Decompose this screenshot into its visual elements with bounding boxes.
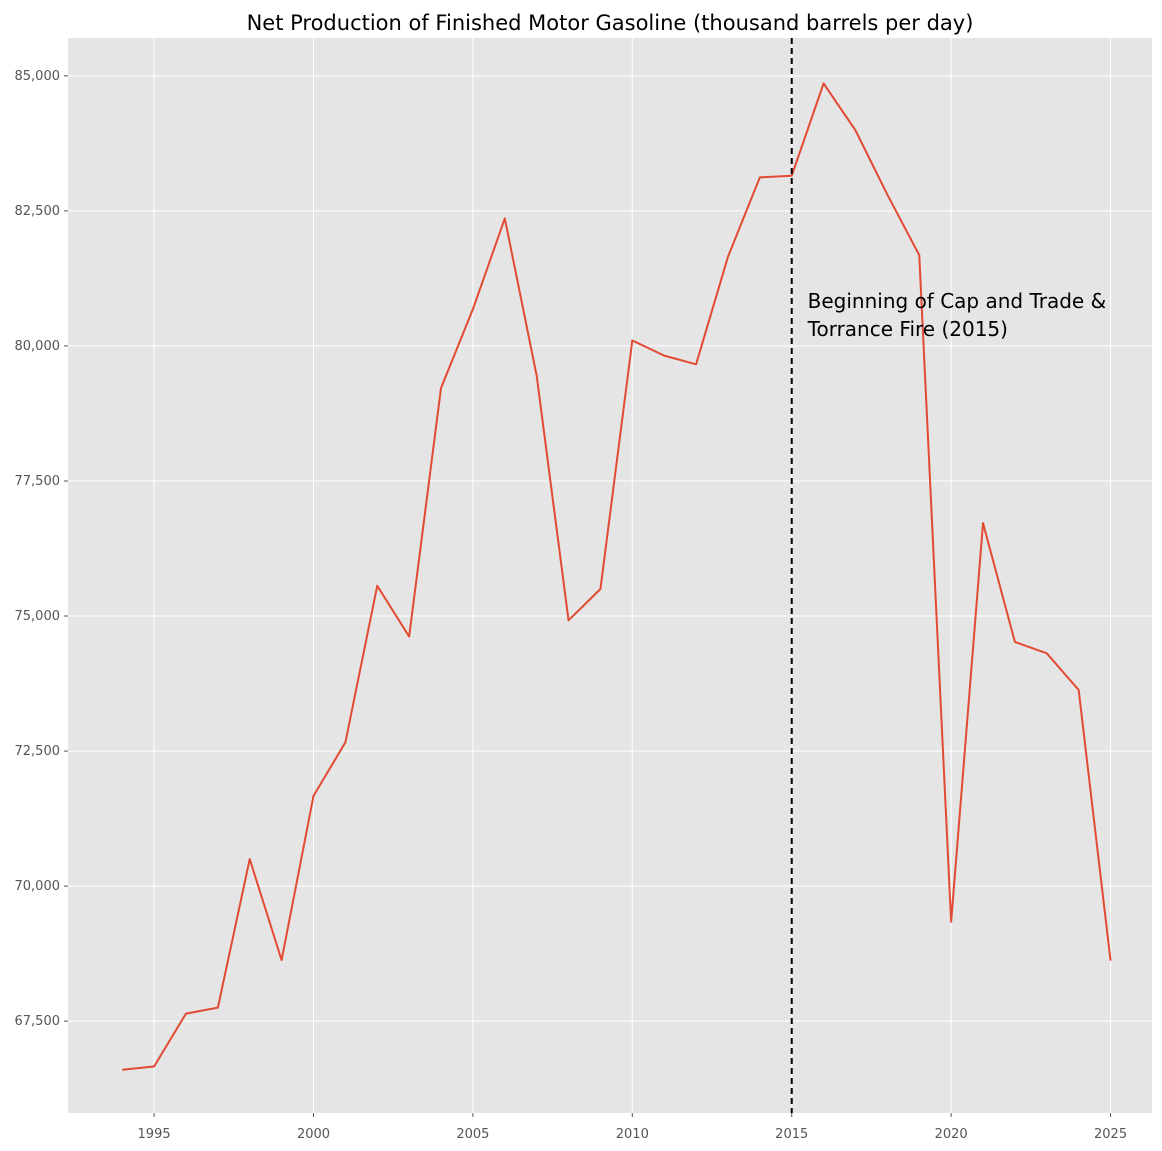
y-tick-label: 82,500 xyxy=(15,204,61,219)
annotation-layer: Beginning of Cap and Trade & Torrance Fir… xyxy=(807,289,1107,341)
annotation-text: Torrance Fire (2015) xyxy=(807,317,1008,341)
y-tick-label: 85,000 xyxy=(15,69,61,84)
x-tick-label: 2010 xyxy=(616,1127,649,1142)
x-tick-label: 2000 xyxy=(297,1127,330,1142)
x-axis: 1995 2000 2005 2010 2015 2020 2025 xyxy=(138,1113,1127,1142)
grid-layer xyxy=(68,38,1152,1113)
x-tick-label: 2015 xyxy=(775,1127,808,1142)
y-tick-label: 75,000 xyxy=(15,609,61,624)
chart-title: Net Production of Finished Motor Gasolin… xyxy=(247,11,974,35)
annotation-text: Beginning of Cap and Trade & xyxy=(808,289,1107,313)
x-tick-label: 2005 xyxy=(456,1127,489,1142)
series-layer xyxy=(122,82,1112,1071)
y-tick-label: 67,500 xyxy=(15,1014,61,1029)
y-axis: 67,500 70,000 72,500 75,000 77,500 80,000 82,5… xyxy=(15,69,68,1029)
y-tick-label: 77,500 xyxy=(15,474,61,489)
x-tick-label: 2020 xyxy=(935,1127,968,1142)
y-tick-label: 72,500 xyxy=(15,744,61,759)
x-tick-label: 1995 xyxy=(138,1127,171,1142)
y-tick-label: 70,000 xyxy=(15,879,61,894)
series-line xyxy=(122,82,1112,1071)
x-tick-label: 2025 xyxy=(1094,1127,1127,1142)
y-tick-label: 80,000 xyxy=(15,339,61,354)
plot-area xyxy=(68,38,1152,1113)
